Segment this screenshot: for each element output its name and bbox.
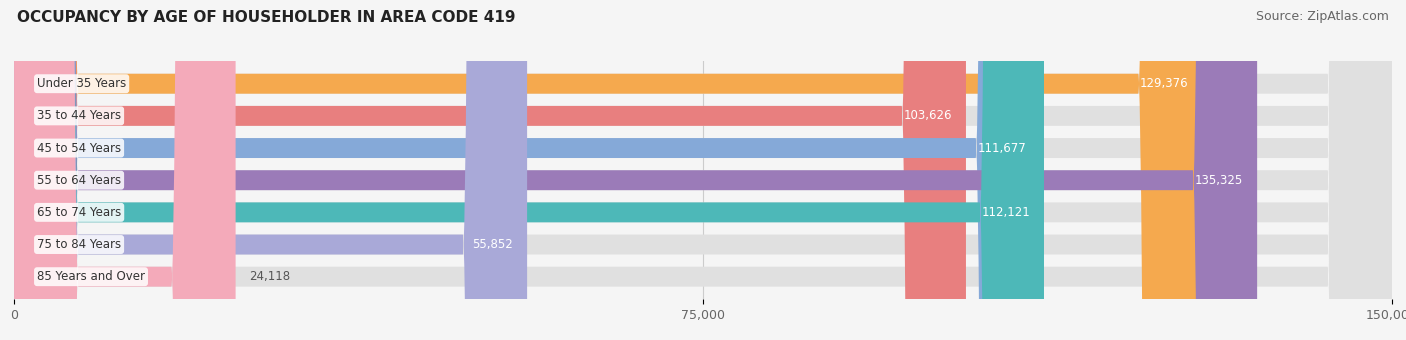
FancyBboxPatch shape [14, 0, 236, 340]
Text: 129,376: 129,376 [1140, 77, 1188, 90]
Text: 85 Years and Over: 85 Years and Over [37, 270, 145, 283]
Text: OCCUPANCY BY AGE OF HOUSEHOLDER IN AREA CODE 419: OCCUPANCY BY AGE OF HOUSEHOLDER IN AREA … [17, 10, 516, 25]
FancyBboxPatch shape [14, 0, 1257, 340]
Text: 65 to 74 Years: 65 to 74 Years [37, 206, 121, 219]
Text: 45 to 54 Years: 45 to 54 Years [37, 141, 121, 155]
Text: 135,325: 135,325 [1195, 174, 1243, 187]
FancyBboxPatch shape [14, 0, 1392, 340]
FancyBboxPatch shape [14, 0, 527, 340]
FancyBboxPatch shape [14, 0, 1392, 340]
Text: Source: ZipAtlas.com: Source: ZipAtlas.com [1256, 10, 1389, 23]
Text: 111,677: 111,677 [977, 141, 1026, 155]
FancyBboxPatch shape [14, 0, 1392, 340]
FancyBboxPatch shape [14, 0, 1392, 340]
Text: 55 to 64 Years: 55 to 64 Years [37, 174, 121, 187]
FancyBboxPatch shape [14, 0, 1392, 340]
Text: 55,852: 55,852 [472, 238, 513, 251]
FancyBboxPatch shape [14, 0, 966, 340]
FancyBboxPatch shape [14, 0, 1045, 340]
Text: 103,626: 103,626 [904, 109, 952, 122]
FancyBboxPatch shape [14, 0, 1392, 340]
FancyBboxPatch shape [14, 0, 1392, 340]
FancyBboxPatch shape [14, 0, 1202, 340]
Text: 35 to 44 Years: 35 to 44 Years [37, 109, 121, 122]
Text: 24,118: 24,118 [249, 270, 291, 283]
Text: 75 to 84 Years: 75 to 84 Years [37, 238, 121, 251]
Text: Under 35 Years: Under 35 Years [37, 77, 127, 90]
Text: 112,121: 112,121 [981, 206, 1031, 219]
FancyBboxPatch shape [14, 0, 1040, 340]
